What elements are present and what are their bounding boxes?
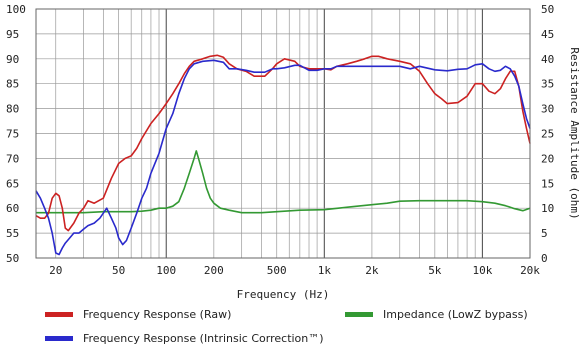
axis-ticks: 20 50 100 200 500 1k 2k 5k 10k 20k505560657075808… bbox=[6, 3, 554, 277]
legend-label: Frequency Response (Intrinsic Correction… bbox=[83, 332, 324, 345]
y-left-tick-label: 50 bbox=[6, 252, 19, 265]
chart-grid bbox=[36, 8, 531, 259]
series-line-1 bbox=[35, 59, 531, 256]
y-left-tick-label: 90 bbox=[6, 53, 19, 66]
x-tick-label: 20k bbox=[520, 264, 540, 277]
x-tick-label: 100 bbox=[156, 264, 176, 277]
y-left-tick-label: 80 bbox=[6, 103, 19, 116]
legend-swatch bbox=[45, 312, 73, 317]
legend-swatch bbox=[345, 312, 373, 317]
y-left-tick-label: 85 bbox=[6, 78, 19, 91]
x-tick-label: 10k bbox=[472, 264, 492, 277]
y-right-tick-label: 20 bbox=[541, 152, 554, 165]
x-tick-label: 50 bbox=[112, 264, 125, 277]
x-tick-label: 1k bbox=[318, 264, 332, 277]
series-line-2 bbox=[36, 150, 531, 214]
y-left-tick-label: 70 bbox=[6, 152, 19, 165]
y-right-tick-label: 25 bbox=[541, 128, 554, 141]
y-right-tick-label: 35 bbox=[541, 78, 554, 91]
legend-label: Frequency Response (Raw) bbox=[83, 308, 231, 321]
y-right-tick-label: 50 bbox=[541, 3, 554, 16]
chart-series-group bbox=[35, 54, 531, 256]
series-line-0 bbox=[35, 54, 531, 232]
y-right-tick-label: 45 bbox=[541, 28, 554, 41]
chart-legend: Frequency Response (Raw) Frequency Respon… bbox=[45, 308, 528, 345]
x-tick-label: 20 bbox=[49, 264, 62, 277]
y-left-tick-label: 75 bbox=[6, 128, 19, 141]
y-left-tick-label: 65 bbox=[6, 177, 19, 190]
x-axis-label: Frequency (Hz) bbox=[237, 288, 330, 301]
y-right-tick-label: 5 bbox=[541, 227, 548, 240]
x-tick-label: 5k bbox=[428, 264, 442, 277]
right-axis-label: Resistance Amplitude (ohm) bbox=[568, 47, 581, 219]
plot-frame bbox=[35, 8, 531, 259]
y-left-tick-label: 55 bbox=[6, 227, 19, 240]
legend-swatch bbox=[45, 336, 73, 341]
y-left-tick-label: 100 bbox=[6, 3, 26, 16]
y-right-tick-label: 15 bbox=[541, 177, 554, 190]
y-right-tick-label: 0 bbox=[541, 252, 548, 265]
y-right-tick-label: 30 bbox=[541, 103, 554, 116]
y-left-tick-label: 60 bbox=[6, 202, 19, 215]
y-right-tick-label: 10 bbox=[541, 202, 554, 215]
y-left-tick-label: 95 bbox=[6, 28, 19, 41]
y-right-tick-label: 40 bbox=[541, 53, 554, 66]
x-tick-label: 2k bbox=[365, 264, 379, 277]
legend-label: Impedance (LowZ bypass) bbox=[383, 308, 528, 321]
x-tick-label: 200 bbox=[204, 264, 224, 277]
x-tick-label: 500 bbox=[267, 264, 287, 277]
